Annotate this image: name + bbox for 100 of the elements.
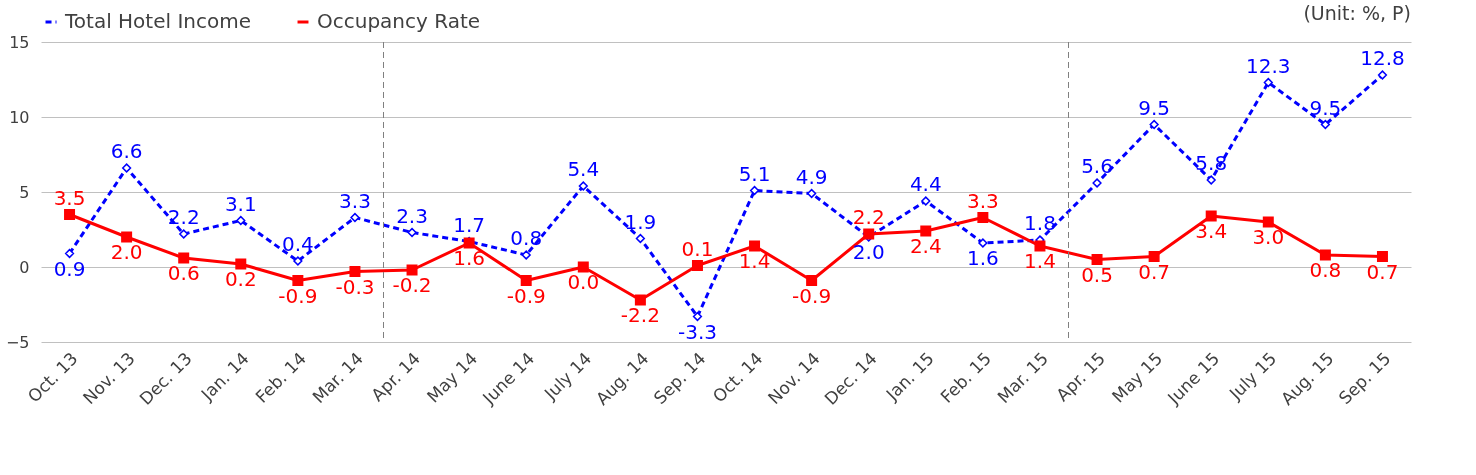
data-label: 3.1 [224, 191, 257, 216]
data-label: 0.7 [1138, 259, 1171, 284]
point [1148, 251, 1160, 262]
x-tick-label: Sep. 15 [1334, 348, 1395, 409]
point [635, 233, 645, 244]
point [807, 188, 817, 199]
point [863, 228, 875, 240]
point [749, 240, 761, 252]
point [179, 229, 189, 239]
x-tick-label: Jan. 14 [196, 348, 253, 405]
data-label: 1.4 [738, 249, 771, 273]
x-tick-label: Dec. 14 [820, 348, 881, 409]
point [350, 212, 360, 223]
data-label: 1.6 [453, 246, 486, 270]
data-label: -0.9 [792, 283, 832, 308]
data-label: 0.8 [1309, 258, 1342, 282]
data-label: 1.6 [966, 246, 999, 270]
data-label: 0.0 [567, 270, 600, 294]
data-label: 5.8 [1195, 151, 1228, 175]
data-label: 0.1 [681, 236, 714, 261]
point [293, 256, 303, 266]
point [521, 250, 531, 260]
data-label: 1.4 [1024, 249, 1056, 273]
data-label: 9.5 [1138, 95, 1171, 120]
data-label: 1.7 [453, 212, 486, 237]
data-label: 0.6 [167, 261, 200, 285]
point [578, 181, 588, 191]
data-label: 12.8 [1360, 46, 1405, 70]
data-label: -2.2 [620, 303, 660, 327]
data-label: 9.5 [1309, 95, 1342, 120]
data-label: 3.3 [339, 188, 371, 213]
point [178, 252, 190, 264]
data-label: -0.9 [506, 283, 546, 308]
data-label: 0.2 [224, 267, 257, 291]
x-tick-label: Apr. 14 [367, 348, 425, 406]
x-tick-label: Jan. 15 [881, 348, 938, 405]
data-label: 2.4 [909, 234, 942, 258]
data-label: 2.0 [110, 240, 143, 264]
data-label: 12.3 [1246, 53, 1291, 78]
point [920, 225, 932, 237]
legend-label: Occupancy Rate [317, 9, 481, 33]
x-tick-label: Oct. 14 [708, 348, 767, 407]
x-tick-label: Apr. 15 [1052, 348, 1110, 406]
data-label: 2.0 [852, 240, 885, 264]
y-tick-label: 5 [19, 182, 30, 202]
y-tick-label: 10 [9, 107, 30, 127]
data-label: 1.9 [624, 209, 657, 234]
data-label: 1.8 [1024, 211, 1056, 235]
point [1319, 249, 1331, 261]
y-tick-label: 0 [19, 257, 30, 277]
point [406, 264, 418, 276]
point [577, 261, 589, 273]
y-tick-label: 15 [9, 32, 30, 52]
data-label: 5.1 [738, 161, 771, 186]
point [122, 163, 132, 173]
point [236, 215, 246, 226]
point [691, 260, 703, 271]
point [1206, 175, 1216, 185]
point [806, 275, 818, 286]
data-label: 0.4 [281, 232, 314, 256]
point [1091, 254, 1103, 265]
point [977, 212, 989, 223]
data-label: 2.2 [852, 205, 885, 229]
point [1320, 119, 1330, 130]
point [978, 238, 988, 248]
data-label: 5.4 [567, 157, 600, 181]
x-tick-label: Mar. 14 [308, 348, 367, 408]
point [292, 275, 304, 286]
point [407, 227, 417, 238]
data-label: 0.9 [53, 256, 86, 281]
data-label: 0.7 [1366, 259, 1399, 284]
data-label: -3.3 [677, 319, 717, 344]
data-label: -0.2 [392, 273, 432, 297]
data-label: 4.9 [795, 164, 828, 189]
data-label: 0.5 [1081, 262, 1113, 287]
x-tick-label: Sep. 14 [649, 348, 710, 409]
x-tick-label: Feb. 14 [251, 348, 310, 407]
point [1262, 216, 1274, 228]
text: (Unit: %, P) [1303, 2, 1411, 24]
data-label: 0.8 [510, 226, 543, 250]
x-tick-label: Dec. 13 [135, 348, 196, 409]
point [235, 258, 247, 270]
data-label: 3.0 [1252, 225, 1285, 249]
point [634, 294, 646, 306]
data-label: 3.5 [53, 185, 86, 210]
point [1205, 210, 1217, 222]
data-label: 2.2 [167, 205, 200, 229]
legend-label: Total Hotel Income [64, 9, 251, 33]
point [1377, 70, 1388, 80]
point [1376, 251, 1388, 262]
data-label: 6.6 [110, 139, 143, 163]
data-label: 4.4 [909, 172, 942, 196]
point [921, 196, 931, 206]
point [64, 209, 76, 220]
data-label: -0.3 [335, 274, 375, 299]
x-tick-label: Feb. 15 [936, 348, 995, 407]
x-tick-label: Mar. 15 [993, 348, 1052, 408]
point [1263, 77, 1273, 88]
point [121, 231, 133, 243]
point [349, 266, 361, 277]
